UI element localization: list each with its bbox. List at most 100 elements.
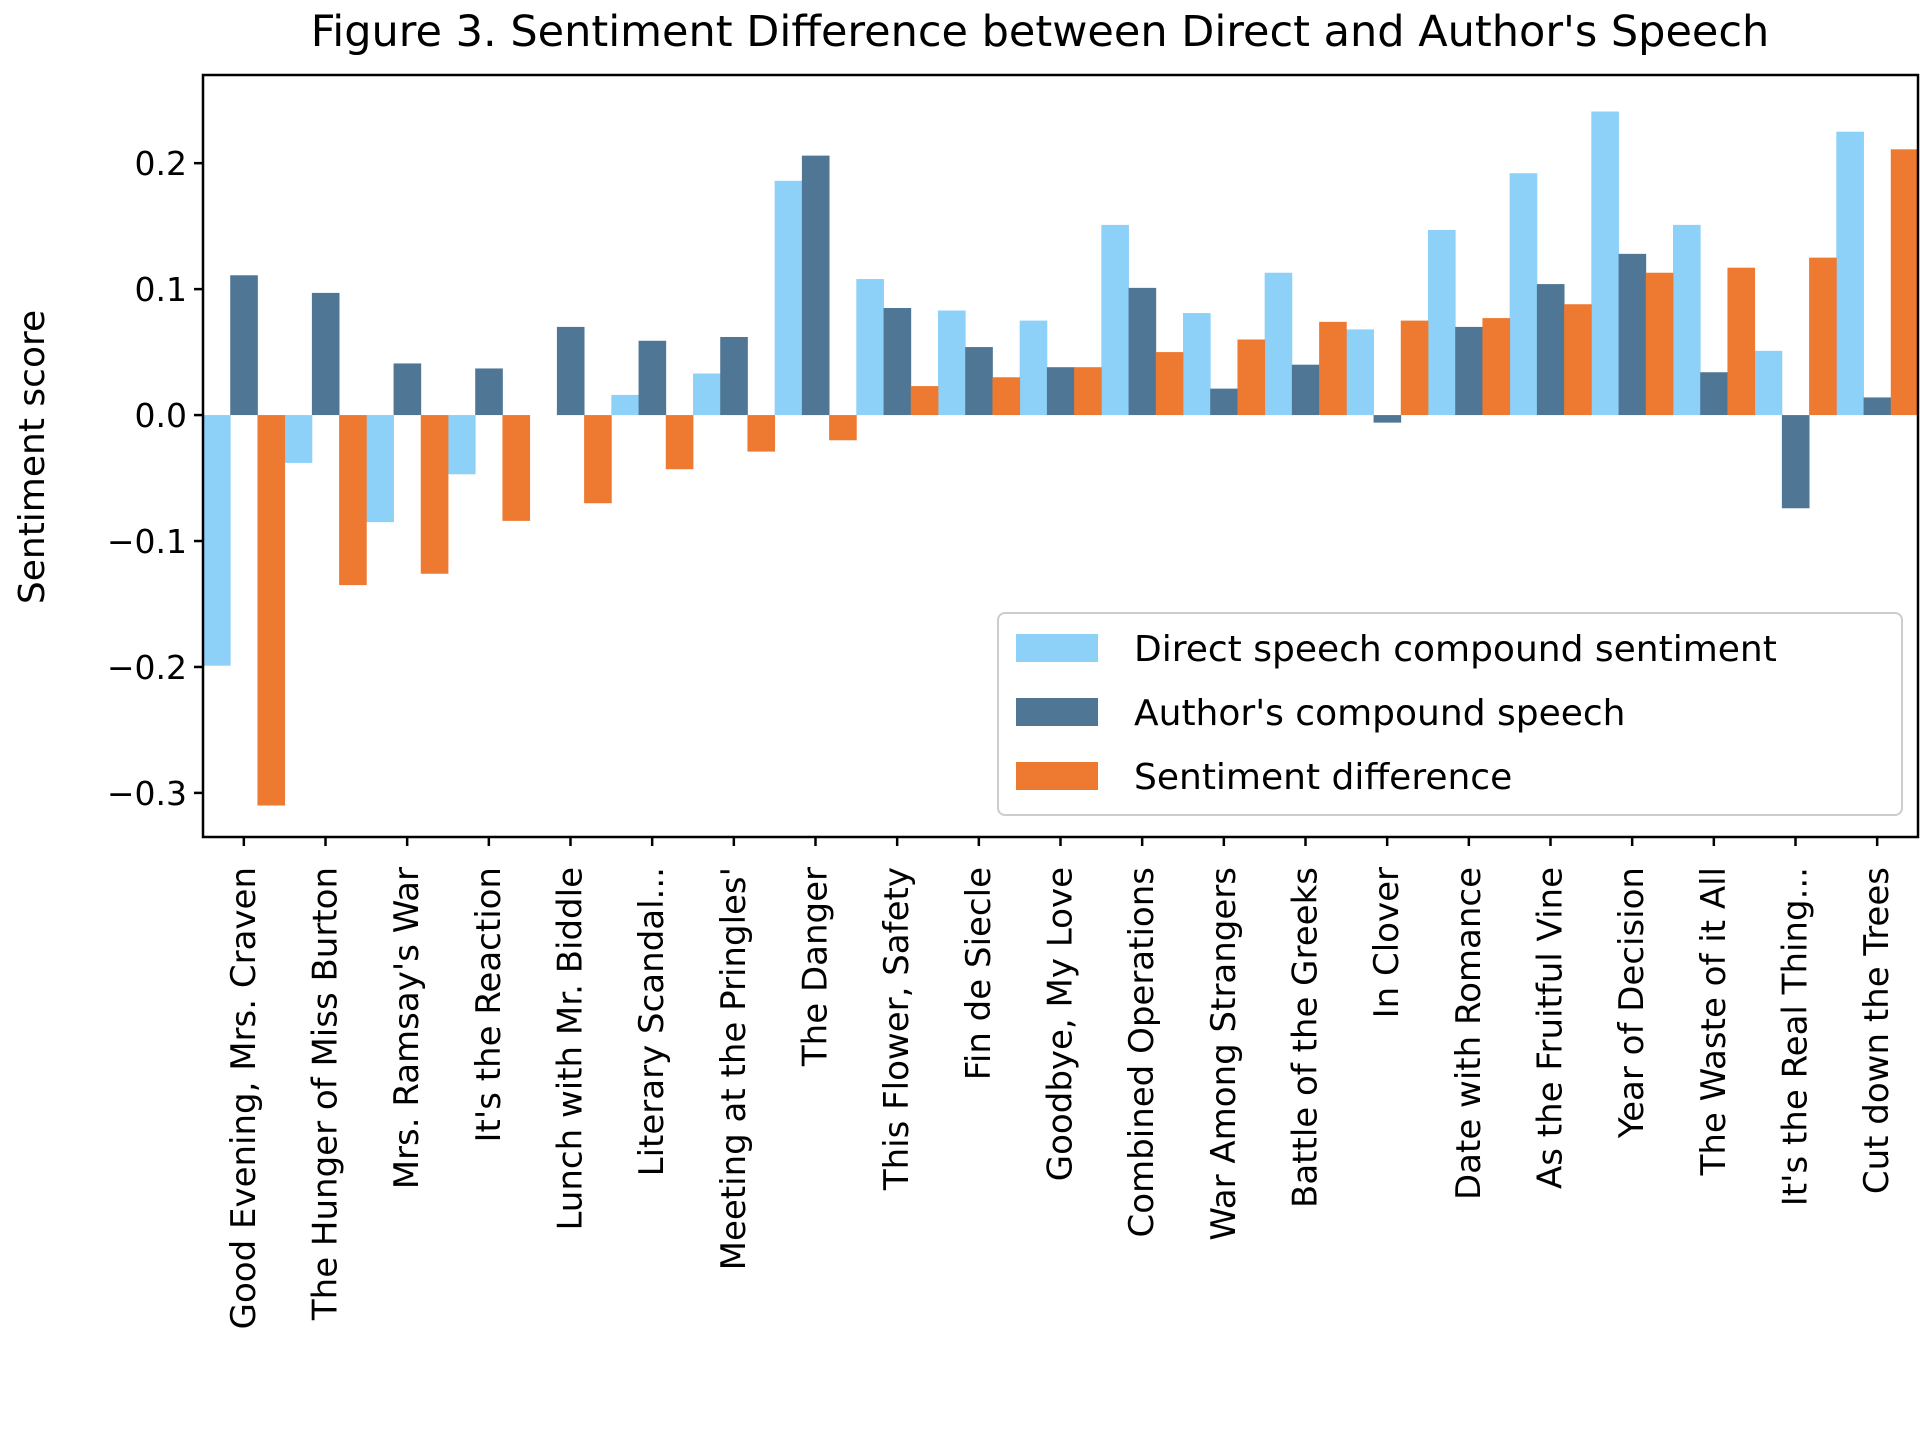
bar-1-20 — [1755, 351, 1783, 415]
bar-2-17 — [1537, 284, 1565, 415]
bar-2-1 — [230, 275, 258, 415]
bar-1-15 — [1346, 329, 1374, 415]
bar-3-18 — [1646, 273, 1674, 415]
bar-2-21 — [1864, 397, 1892, 415]
x-tick-label: As the Fruitful Vine — [1531, 867, 1571, 1189]
bar-3-6 — [666, 415, 694, 469]
bar-2-20 — [1782, 415, 1810, 508]
bar-1-13 — [1183, 313, 1211, 415]
bar-3-2 — [339, 415, 367, 585]
x-tick-label: Date with Romance — [1449, 867, 1489, 1200]
bar-3-15 — [1401, 321, 1429, 415]
x-tick-label: It's the Reaction — [469, 867, 509, 1143]
bar-2-18 — [1619, 254, 1647, 415]
bar-2-2 — [312, 293, 340, 415]
x-tick-label: Battle of the Greeks — [1286, 867, 1326, 1208]
x-tick-label: Goodbye, My Love — [1041, 867, 1081, 1181]
bar-1-12 — [1101, 225, 1129, 415]
bar-2-12 — [1129, 288, 1157, 415]
bar-3-5 — [584, 415, 612, 503]
bar-1-14 — [1265, 273, 1293, 415]
legend-swatch-3 — [1016, 762, 1098, 790]
bar-1-4 — [448, 415, 476, 474]
y-tick-label: 0.0 — [135, 396, 187, 435]
x-tick-label: Cut down the Trees — [1857, 867, 1897, 1194]
x-tick-label: Fin de Siecle — [959, 867, 999, 1080]
bar-3-11 — [1074, 367, 1102, 415]
bar-3-8 — [829, 415, 857, 440]
bar-1-19 — [1673, 225, 1701, 415]
bar-1-16 — [1428, 230, 1456, 415]
y-axis-label: Sentiment score — [12, 310, 53, 604]
bar-1-7 — [693, 374, 721, 416]
bar-3-16 — [1482, 318, 1510, 415]
bar-3-19 — [1727, 268, 1755, 415]
x-tick-label: It's the Real Thing... — [1776, 867, 1816, 1206]
x-tick-label: The Hunger of Miss Burton — [306, 867, 346, 1321]
bar-2-7 — [720, 337, 748, 415]
legend-swatch-1 — [1016, 634, 1098, 662]
bar-3-3 — [421, 415, 449, 574]
bar-2-10 — [965, 347, 993, 415]
legend-swatch-2 — [1016, 698, 1098, 726]
bar-3-14 — [1319, 322, 1347, 415]
bar-1-6 — [611, 395, 639, 415]
bar-3-4 — [502, 415, 530, 521]
bar-1-21 — [1836, 132, 1864, 415]
y-axis: −0.3 −0.2 −0.1 0.0 0.1 0.2 — [107, 144, 203, 813]
legend-label-2: Author's compound speech — [1134, 693, 1626, 734]
x-tick-label: The Waste of it All — [1694, 867, 1734, 1176]
bar-2-5 — [557, 327, 585, 415]
bar-3-9 — [911, 386, 939, 415]
bar-1-3 — [366, 415, 394, 522]
bar-2-3 — [394, 363, 422, 415]
bar-3-13 — [1237, 340, 1265, 416]
bar-2-13 — [1210, 389, 1238, 415]
bar-1-1 — [203, 415, 231, 666]
x-tick-label: In Clover — [1367, 867, 1407, 1018]
bar-2-4 — [475, 368, 503, 415]
bar-3-17 — [1564, 304, 1592, 415]
bar-1-9 — [856, 279, 884, 415]
x-tick-label: War Among Strangers — [1204, 867, 1244, 1241]
bar-1-2 — [285, 415, 313, 463]
bar-1-17 — [1510, 173, 1538, 415]
x-tick-label: Good Evening, Mrs. Craven — [224, 867, 264, 1329]
bar-2-8 — [802, 156, 830, 415]
bar-1-10 — [938, 311, 966, 416]
legend-label-1: Direct speech compound sentiment — [1134, 629, 1777, 670]
y-tick-label: 0.2 — [135, 144, 187, 183]
bar-3-7 — [747, 415, 775, 452]
y-tick-label: 0.1 — [135, 270, 187, 309]
legend: Direct speech compound sentiment Author's… — [998, 613, 1902, 815]
bar-2-6 — [639, 341, 667, 415]
bar-2-19 — [1700, 372, 1728, 415]
bar-3-21 — [1891, 149, 1919, 415]
bar-2-16 — [1455, 327, 1483, 415]
legend-label-3: Sentiment difference — [1134, 757, 1512, 798]
bar-2-11 — [1047, 367, 1075, 415]
x-tick-label: Meeting at the Pringles' — [714, 867, 754, 1270]
x-tick-label: Lunch with Mr. Biddle — [551, 867, 591, 1231]
y-tick-label: −0.3 — [107, 774, 187, 813]
bar-3-10 — [992, 377, 1020, 415]
chart-title: Figure 3. Sentiment Difference between D… — [311, 7, 1770, 57]
bar-1-11 — [1020, 321, 1048, 415]
y-tick-label: −0.2 — [107, 648, 187, 687]
bar-2-15 — [1374, 415, 1402, 423]
x-tick-label: Combined Operations — [1122, 867, 1162, 1237]
x-tick-label: The Danger — [796, 867, 836, 1067]
bar-3-20 — [1809, 258, 1837, 415]
bar-1-8 — [775, 181, 803, 415]
bar-2-14 — [1292, 365, 1320, 415]
x-axis: Good Evening, Mrs. Craven The Hunger of M… — [224, 837, 1897, 1329]
bar-3-12 — [1156, 352, 1184, 415]
bar-2-9 — [884, 308, 912, 415]
bar-1-18 — [1591, 112, 1619, 416]
y-tick-label: −0.1 — [107, 522, 187, 561]
x-tick-label: Literary Scandal... — [632, 867, 672, 1176]
x-tick-label: Year of Decision — [1612, 867, 1652, 1139]
bar-3-1 — [257, 415, 285, 805]
